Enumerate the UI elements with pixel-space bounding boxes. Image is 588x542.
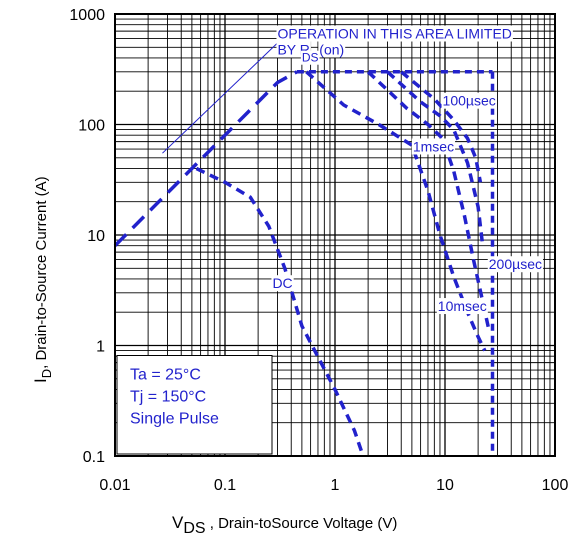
y-tick-label: 1000	[69, 7, 105, 24]
x-tick-label: 1	[331, 477, 340, 494]
legend-line: Tj = 150°C	[130, 389, 206, 406]
annotation-background	[318, 41, 346, 58]
x-tick-label: 100	[542, 477, 569, 494]
x-axis-title: VDS , Drain-toSource Voltage (V)	[172, 513, 397, 537]
series-line-6	[386, 70, 485, 246]
annotation-background	[436, 298, 488, 315]
series-line-0	[113, 70, 298, 247]
annotation-background	[487, 256, 543, 273]
series-line-5	[366, 70, 491, 330]
legend-box-background	[116, 355, 273, 455]
annotation-background	[271, 275, 294, 292]
y-tick-label: 0.1	[83, 449, 105, 466]
legend-line: Single Pulse	[130, 411, 219, 428]
annotation-label: DS	[302, 51, 319, 65]
series-layer	[113, 70, 495, 457]
grid	[115, 14, 555, 456]
annotation-label: (on)	[319, 42, 344, 58]
plot-frame	[114, 13, 556, 457]
annotation-background	[300, 50, 320, 65]
series-line-7	[400, 70, 483, 183]
legend-box: Ta = 25°C Tj = 150°C Single Pulse	[116, 355, 273, 455]
x-axis-title-main: V	[172, 513, 184, 532]
annotation-label: 200µsec	[489, 256, 542, 272]
annotation-background	[276, 25, 513, 42]
x-axis-title-sub: DS	[183, 520, 205, 537]
annotation-label: OPERATION IN THIS AREA LIMITED	[277, 26, 511, 42]
y-axis-title: ID, Drain-to-Source Current (A)	[31, 176, 54, 383]
tick-labels: 0.01 0.1 1 10 100 0.1 1 10 100 1000	[69, 7, 568, 494]
x-tick-label: 0.1	[214, 477, 236, 494]
annotation-background	[411, 138, 456, 155]
y-tick-label: 100	[78, 118, 105, 135]
annotation-leader-line	[162, 34, 287, 154]
series-line-4	[305, 70, 487, 352]
x-axis-title-rest: , Drain-toSource Voltage (V)	[206, 515, 398, 532]
x-tick-label: 0.01	[99, 477, 130, 494]
annotation-label: 100µsec	[443, 93, 496, 109]
y-tick-label: 10	[87, 228, 105, 245]
annotation-label: 10msec	[438, 298, 487, 314]
legend-line: Ta = 25°C	[130, 367, 201, 384]
x-tick-label: 10	[436, 477, 454, 494]
y-axis-title-sub: D	[39, 369, 54, 378]
y-axis-title-rest: , Drain-to-Source Current (A)	[33, 176, 50, 369]
y-axis-title-main: I	[31, 378, 50, 383]
annotation-background	[441, 92, 497, 109]
series-line-3	[195, 166, 365, 457]
annotation-label: 1msec	[413, 138, 454, 154]
annotation-label: DC	[272, 275, 292, 291]
y-tick-label: 1	[96, 339, 105, 356]
